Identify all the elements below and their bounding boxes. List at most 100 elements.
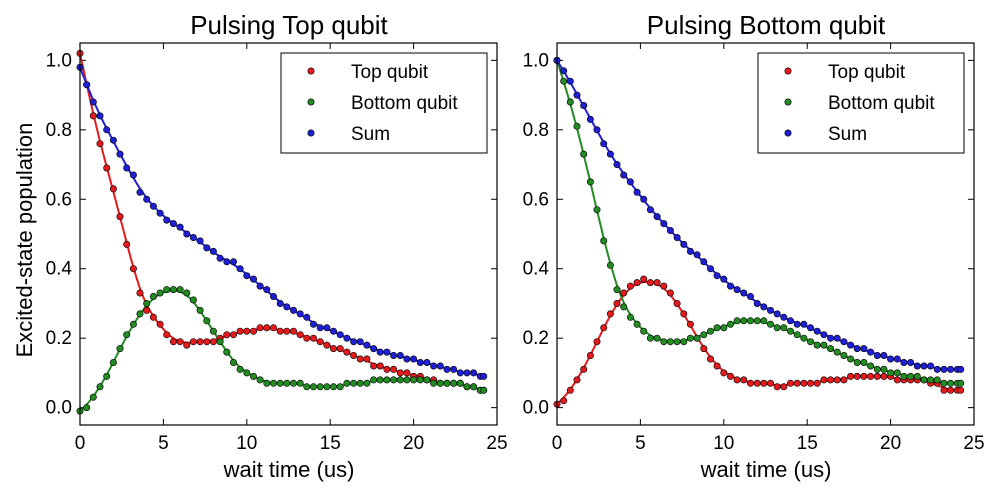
- point-sum: [276, 299, 284, 307]
- point-bottom-qubit: [410, 376, 418, 384]
- point-sum: [726, 282, 734, 290]
- panel-pulsing-top-qubit: Pulsing Top qubit wait time (us) Excited…: [12, 10, 508, 482]
- point-top-qubit: [223, 331, 231, 339]
- y-tick-label: 0.0: [46, 398, 72, 419]
- point-top-qubit: [813, 379, 821, 387]
- point-bottom-qubit: [243, 369, 251, 377]
- point-bottom-qubit: [733, 317, 741, 325]
- point-top-qubit: [580, 365, 588, 373]
- point-bottom-qubit: [223, 348, 231, 356]
- y-tick-label: 0.2: [46, 328, 72, 349]
- x-tick-label: 10: [236, 433, 257, 454]
- point-sum: [847, 341, 855, 349]
- legend: Top qubit Bottom qubit Sum: [280, 52, 488, 154]
- x-tick-label: 0: [552, 433, 563, 454]
- x-tick-label: 20: [403, 433, 424, 454]
- point-sum: [753, 299, 761, 307]
- point-top-qubit: [766, 379, 774, 387]
- legend-box: [757, 52, 965, 154]
- point-bottom-qubit: [746, 317, 754, 325]
- point-sum: [660, 220, 668, 228]
- point-bottom-qubit: [666, 338, 674, 346]
- point-bottom-qubit: [760, 317, 768, 325]
- point-bottom-qubit: [660, 338, 668, 346]
- point-top-qubit: [893, 376, 901, 384]
- point-top-qubit: [833, 376, 841, 384]
- legend-label: Sum: [828, 124, 867, 145]
- point-top-qubit: [276, 327, 284, 335]
- point-bottom-qubit: [203, 317, 211, 325]
- point-top-qubit: [289, 327, 297, 335]
- point-bottom-qubit: [169, 286, 177, 294]
- point-sum: [309, 320, 317, 328]
- point-top-qubit: [773, 383, 781, 391]
- point-top-qubit: [686, 320, 694, 328]
- point-sum: [230, 258, 238, 266]
- point-bottom-qubit: [136, 310, 144, 318]
- point-bottom-qubit: [860, 358, 868, 366]
- point-bottom-qubit: [560, 77, 568, 85]
- point-sum: [456, 369, 464, 377]
- plot-frame: [556, 42, 975, 426]
- x-tick-label: 25: [963, 433, 984, 454]
- point-sum: [329, 327, 337, 335]
- point-bottom-qubit: [887, 369, 895, 377]
- point-sum: [626, 178, 634, 186]
- point-sum: [129, 171, 137, 179]
- point-sum: [827, 334, 835, 342]
- point-top-qubit: [189, 338, 197, 346]
- legend-marker: [307, 67, 315, 75]
- point-sum: [169, 220, 177, 228]
- point-bottom-qubit: [706, 327, 714, 335]
- point-bottom-qubit: [900, 372, 908, 380]
- axis-ticks: 0 5 10 15 20 25 0.0 0.2 0.4 0.6 0.8 1.0: [523, 43, 985, 454]
- point-sum: [209, 247, 217, 255]
- point-bottom-qubit: [586, 178, 594, 186]
- point-sum: [673, 234, 681, 242]
- point-bottom-qubit: [640, 327, 648, 335]
- y-tick-label: 0.0: [523, 398, 549, 419]
- point-top-qubit: [626, 282, 634, 290]
- point-sum: [363, 341, 371, 349]
- point-top-qubit: [169, 338, 177, 346]
- point-bottom-qubit: [89, 393, 97, 401]
- x-tick-label: 10: [713, 433, 734, 454]
- point-bottom-qubit: [103, 372, 111, 380]
- legend-label: Sum: [351, 124, 390, 145]
- point-sum: [740, 289, 748, 297]
- point-bottom-qubit: [109, 358, 117, 366]
- point-top-qubit: [336, 345, 344, 353]
- point-sum: [733, 286, 741, 294]
- point-top-qubit: [880, 372, 888, 380]
- point-top-qubit: [109, 185, 117, 193]
- point-sum: [666, 227, 674, 235]
- point-bottom-qubit: [296, 379, 304, 387]
- point-bottom-qubit: [163, 286, 171, 294]
- point-sum: [283, 303, 291, 311]
- point-bottom-qubit: [443, 379, 451, 387]
- x-tick-label: 0: [75, 433, 86, 454]
- point-bottom-qubit: [456, 379, 464, 387]
- point-sum: [620, 171, 628, 179]
- point-sum: [893, 355, 901, 363]
- point-bottom-qubit: [957, 379, 965, 387]
- point-top-qubit: [827, 376, 835, 384]
- point-sum: [560, 67, 568, 75]
- point-top-qubit: [116, 213, 124, 221]
- point-bottom-qubit: [573, 122, 581, 130]
- point-bottom-qubit: [283, 379, 291, 387]
- point-top-qubit: [363, 355, 371, 363]
- point-top-qubit: [256, 324, 264, 332]
- panel-pulsing-bottom-qubit: Pulsing Bottom qubit wait time (us) 0 5 10…: [523, 10, 985, 482]
- point-top-qubit: [853, 372, 861, 380]
- point-bottom-qubit: [933, 376, 941, 384]
- point-bottom-qubit: [129, 320, 137, 328]
- point-top-qubit: [183, 341, 191, 349]
- point-bottom-qubit: [309, 383, 317, 391]
- point-sum: [686, 247, 694, 255]
- point-top-qubit: [873, 372, 881, 380]
- point-top-qubit: [780, 383, 788, 391]
- point-bottom-qubit: [256, 376, 264, 384]
- point-top-qubit: [323, 341, 331, 349]
- point-sum: [216, 254, 224, 262]
